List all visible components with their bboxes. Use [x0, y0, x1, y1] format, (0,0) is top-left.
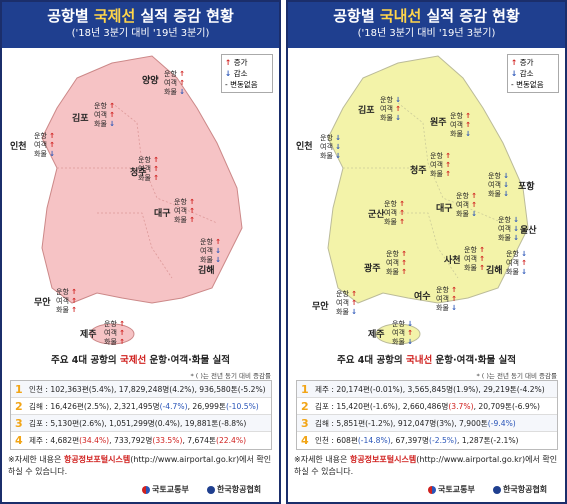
- city-label: 광주: [364, 264, 381, 274]
- city-indicators: 운항 ↑ 여객 ↑ 화물 ↑: [386, 250, 407, 276]
- city-indicators: 운항 ↓ 여객 ↑ 화물 ↓: [392, 320, 413, 346]
- panel-title: 공항별 국내선 실적 증감 현황: [333, 7, 520, 25]
- city-label: 무안: [312, 302, 329, 312]
- table-row: 2 김해 : 16,426편(2.5%), 2,321,495명(-4.7%), …: [11, 398, 271, 415]
- city-indicators: 운항 ↓ 여객 ↑ 화물 ↓: [506, 250, 527, 276]
- city-indicators: 운항 ↑ 여객 ↑ 화물 ↑: [138, 156, 159, 182]
- city-indicators: 운항 ↑ 여객 ↑ 화물 ↑: [56, 288, 77, 314]
- city-indicators: 운항 ↑ 여객 ↑ 화물 ↑: [104, 320, 125, 346]
- table-row: 1 제주 : 20,174편(-0.01%), 3,565,845명(1.9%),…: [297, 381, 557, 398]
- summary-title: 주요 4대 공항의 국제선 운항·여객·화물 실적: [51, 355, 230, 366]
- panel-subtitle: ('18년 3분기 대비 '19년 3분기): [71, 28, 210, 39]
- panel-title: 공항별 국제선 실적 증감 현황: [47, 7, 234, 25]
- summary-note: * ( )는 전년 동기 대비 증감률: [190, 372, 271, 380]
- city-label: 무안: [34, 298, 51, 308]
- city-label: 원주: [430, 118, 447, 128]
- table-row: 3 김해 : 5,851편(-1.2%), 912,047명(3%), 7,900…: [297, 415, 557, 432]
- panel-header: 공항별 국내선 실적 증감 현황 ('18년 3분기 대비 '19년 3분기): [288, 2, 565, 48]
- city-label: 김해: [486, 266, 503, 276]
- table-row: 4 제주 : 4,682편(34.4%), 733,792명(33.5%), 7,…: [15, 434, 247, 447]
- city-label: 제주: [80, 330, 97, 340]
- city-label: 울산: [520, 226, 537, 236]
- panel-header: 공항별 국제선 실적 증감 현황 ('18년 3분기 대비 '19년 3분기): [2, 2, 279, 48]
- city-label: 대구: [436, 204, 453, 214]
- map-legend: ↑ 증가 ↓ 감소 - 변동없음: [221, 54, 273, 93]
- city-indicators: 운항 ↑ 여객 ↑ 화물 ↑: [430, 152, 451, 178]
- kaa-logo: 한국항공협회: [207, 484, 261, 495]
- city-indicators: 운항 ↑ 여객 ↑ 화물 ↓: [436, 286, 457, 312]
- footer-note: ※자세한 내용은 항공정보포털시스템(http://www.airportal.…: [294, 455, 558, 476]
- korea-map: [327, 55, 529, 345]
- footer-note: ※자세한 내용은 항공정보포털시스템(http://www.airportal.…: [8, 455, 272, 476]
- city-indicators: 운항 ↑ 여객 ↑ 화물 ↑: [464, 246, 485, 272]
- city-indicators: 운항 ↑ 여객 ↓ 화물 ↓: [200, 238, 221, 264]
- city-indicators: 운항 ↓ 여객 ↓ 화물 ↓: [488, 172, 509, 198]
- korea-map: [41, 55, 243, 345]
- city-label: 제주: [368, 330, 385, 340]
- table-row: 1 인천 : 102,363편(5.4%), 17,829,248명(4.2%),…: [11, 381, 271, 398]
- molit-logo: 국토교통부: [428, 484, 475, 495]
- international-panel: 공항별 국제선 실적 증감 현황 ('18년 3분기 대비 '19년 3분기) …: [0, 0, 281, 504]
- kaa-logo: 한국항공협회: [493, 484, 547, 495]
- city-label: 김포: [72, 114, 89, 124]
- city-indicators: 운항 ↑ 여객 ↑ 화물 ↑: [384, 200, 405, 226]
- city-label: 사천: [444, 256, 461, 266]
- city-indicators: 운항 ↓ 여객 ↓ 화물 ↓: [320, 134, 341, 160]
- logos: 국토교통부 한국항공협회: [288, 482, 565, 498]
- city-label: 청주: [410, 166, 427, 176]
- city-label: 김해: [198, 266, 215, 276]
- logos: 국토교통부 한국항공협회: [2, 482, 279, 498]
- city-label: 김포: [358, 106, 375, 116]
- city-label: 청주: [130, 168, 147, 178]
- city-indicators: 운항 ↑ 여객 ↑ 화물 ↓: [34, 132, 55, 158]
- city-label: 양양: [142, 76, 159, 86]
- summary-note: * ( )는 전년 동기 대비 증감률: [476, 372, 557, 380]
- molit-logo: 국토교통부: [142, 484, 189, 495]
- city-indicators: 운항 ↑ 여객 ↑ 화물 ↓: [456, 192, 477, 218]
- city-indicators: 운항 ↑ 여객 ↑ 화물 ↓: [164, 70, 185, 96]
- city-indicators: 운항 ↓ 여객 ↑ 화물 ↓: [380, 96, 401, 122]
- city-label: 군산: [368, 210, 385, 220]
- city-indicators: 운항 ↑ 여객 ↑ 화물 ↓: [94, 102, 115, 128]
- city-indicators: 운항 ↑ 여객 ↑ 화물 ↑: [174, 198, 195, 224]
- map-legend: ↑ 증가 ↓ 감소 - 변동없음: [507, 54, 559, 93]
- city-label: 여수: [414, 292, 431, 302]
- panel-subtitle: ('18년 3분기 대비 '19년 3분기): [357, 28, 496, 39]
- city-label: 대구: [154, 209, 171, 219]
- summary-title: 주요 4대 공항의 국내선 운항·여객·화물 실적: [337, 355, 516, 366]
- city-indicators: 운항 ↑ 여객 ↑ 화물 ↓: [450, 112, 471, 138]
- table-row: 3 김포 : 5,130편(2.6%), 1,051,299명(0.4%), 19…: [11, 415, 271, 432]
- table-row: 2 김포 : 15,420편(-1.6%), 2,660,486명(3.7%), …: [297, 398, 557, 415]
- city-label: 인천: [10, 142, 27, 152]
- city-label: 인천: [296, 142, 313, 152]
- city-indicators: 운항 ↓ 여객 ↓ 화물 ↓: [498, 216, 519, 242]
- city-indicators: 운항 ↑ 여객 ↑ 화물 ↓: [336, 290, 357, 316]
- city-label: 포항: [518, 182, 535, 192]
- domestic-panel: 공항별 국내선 실적 증감 현황 ('18년 3분기 대비 '19년 3분기) …: [286, 0, 567, 504]
- summary-table: 1 인천 : 102,363편(5.4%), 17,829,248명(4.2%),…: [10, 380, 272, 450]
- summary-table: 1 제주 : 20,174편(-0.01%), 3,565,845명(1.9%),…: [296, 380, 558, 450]
- table-row: 4 인천 : 608편(-14.8%), 67,397명(-2.5%), 1,28…: [301, 434, 519, 447]
